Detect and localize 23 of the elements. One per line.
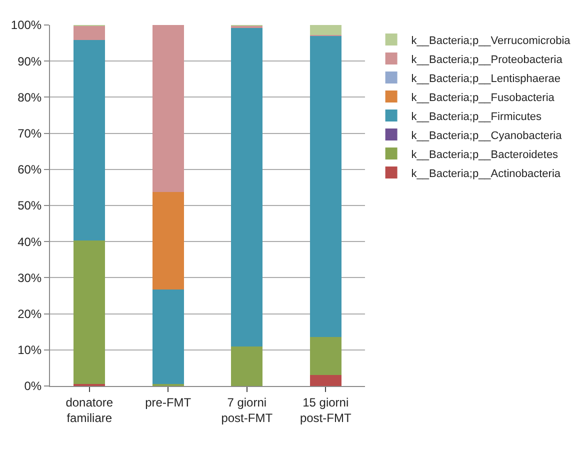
y-tick-label: 40%	[18, 234, 42, 249]
legend-label: k__Bacteria;p__Fusobacteria	[411, 92, 556, 104]
y-tick-label: 10%	[18, 343, 42, 358]
y-tick-label: 0%	[24, 379, 42, 394]
legend-label: k__Bacteria;p__Cyanobacteria	[411, 130, 563, 142]
y-tick-label: 50%	[18, 198, 42, 213]
legend-label: k__Bacteria;p__Actinobacteria	[411, 168, 562, 180]
x-tick-label: donatore familiare	[66, 395, 114, 425]
y-tick-label: 80%	[18, 90, 42, 104]
y-tick-label: 20%	[18, 307, 42, 321]
x-tick-label: 7 giorni post-FMT	[221, 395, 274, 425]
y-tick-label: 90%	[18, 54, 42, 68]
y-tick-label: 30%	[18, 270, 42, 285]
legend-label: k__Bacteria;p__Proteobacteria	[411, 54, 564, 66]
y-tick-label: 70%	[18, 126, 42, 140]
legend-label: k__Bacteria;p__Bacteroidetes	[411, 148, 559, 161]
legend-label: k__Bacteria;p__Firmicutes	[411, 110, 542, 123]
y-tick-label: 100%	[10, 18, 42, 32]
legend-label: k__Bacteria;p__Verrucomicrobia	[411, 34, 572, 47]
x-tick-label: 15 giorni post-FMT	[300, 395, 352, 425]
y-tick-label: 60%	[18, 162, 42, 177]
x-tick-label: pre-FMT	[145, 395, 192, 410]
legend-label: k__Bacteria;p__Lentisphaerae	[411, 72, 561, 85]
